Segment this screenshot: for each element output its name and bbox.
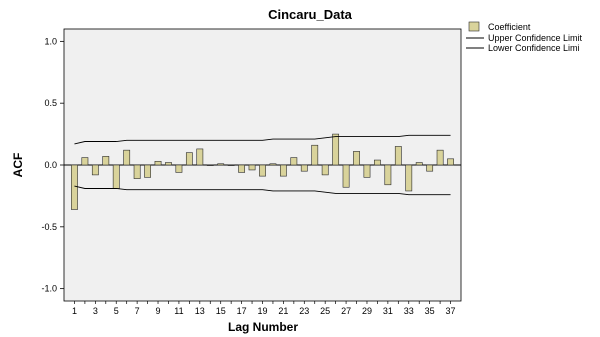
x-tick-label: 35: [425, 306, 435, 316]
x-tick-label: 3: [93, 306, 98, 316]
bar-lag-32: [394, 146, 402, 166]
bar-lag-17: [238, 164, 246, 173]
bar-lag-25: [321, 164, 329, 176]
x-tick-label: 37: [446, 306, 456, 316]
x-tick-label: 15: [216, 306, 226, 316]
legend-label-coefficient: Coefficient: [488, 22, 531, 32]
x-tick-label: 5: [114, 306, 119, 316]
y-tick-label: -0.5: [41, 222, 57, 232]
bar-lag-23: [300, 164, 308, 172]
legend: Coefficient Upper Confidence Limit Lower…: [466, 21, 583, 53]
bar-lag-1: [71, 164, 78, 210]
x-tick-label: 29: [362, 306, 372, 316]
bar-lag-3: [91, 164, 99, 176]
bar-lag-22: [290, 157, 298, 166]
upper-confidence-line: [74, 134, 451, 145]
bar-lag-34: [415, 162, 423, 166]
bar-lag-27: [342, 164, 350, 188]
x-axis-label: Lag Number: [228, 320, 298, 334]
bar-lag-5: [112, 164, 120, 189]
y-tick-label: -1.0: [41, 284, 57, 294]
bar-lag-31: [384, 164, 392, 186]
bar-lag-20: [269, 163, 277, 166]
bars-group: [71, 133, 454, 210]
y-axis-label: ACF: [11, 153, 25, 178]
y-tick-label: 0.0: [44, 160, 57, 170]
bar-lag-8: [144, 164, 151, 178]
x-tick-label: 9: [156, 306, 161, 316]
lower-confidence-line: [74, 185, 451, 196]
bar-lag-36: [436, 149, 444, 166]
bar-lag-24: [311, 144, 319, 166]
x-tick-label: 23: [299, 306, 309, 316]
bar-lag-2: [81, 157, 89, 166]
bar-lag-29: [363, 164, 371, 178]
x-tick-label: 19: [257, 306, 267, 316]
x-tick-label: 21: [278, 306, 288, 316]
bar-lag-35: [426, 164, 434, 172]
x-axis: 1 3 5 7 9 11 13 15 17 19 21 23 25 27 29 31 33 35 37: [72, 301, 456, 316]
bar-lag-28: [353, 151, 360, 166]
legend-label-lower: Lower Confidence Limi: [488, 43, 580, 53]
chart-title: Cincaru_Data: [268, 7, 353, 22]
x-tick-label: 33: [404, 306, 414, 316]
bar-lag-7: [133, 164, 141, 179]
bar-lag-11: [175, 164, 183, 173]
y-tick-label: 0.5: [44, 98, 57, 108]
bar-lag-12: [185, 152, 193, 166]
bar-lag-14: [206, 164, 214, 166]
bar-lag-21: [279, 164, 287, 177]
bar-lag-15: [217, 163, 225, 166]
legend-label-upper: Upper Confidence Limit: [488, 33, 583, 43]
bar-lag-16: [227, 164, 235, 166]
x-tick-label: 1: [72, 306, 77, 316]
legend-swatch-coefficient: [468, 21, 480, 32]
x-tick-label: 25: [320, 306, 330, 316]
bar-lag-10: [165, 162, 172, 166]
x-tick-label: 7: [135, 306, 140, 316]
bar-lag-37: [447, 158, 454, 166]
bar-lag-4: [102, 156, 110, 166]
y-axis: 1.0 0.5 0.0 -0.5 -1.0: [41, 36, 64, 294]
bar-lag-18: [248, 164, 256, 171]
bar-lag-6: [123, 149, 131, 166]
x-tick-label: 11: [174, 306, 183, 316]
y-tick-label: 1.0: [44, 36, 57, 46]
bar-lag-30: [374, 159, 381, 166]
confidence-lines-group: [74, 134, 451, 196]
x-tick-label: 13: [195, 306, 205, 316]
bar-lag-33: [405, 164, 413, 192]
bar-lag-26: [332, 133, 340, 166]
bar-lag-13: [196, 148, 204, 166]
bar-lag-9: [154, 160, 162, 166]
x-tick-label: 31: [383, 306, 393, 316]
x-tick-label: 27: [341, 306, 351, 316]
x-tick-label: 17: [237, 306, 247, 316]
bar-lag-19: [259, 164, 266, 177]
